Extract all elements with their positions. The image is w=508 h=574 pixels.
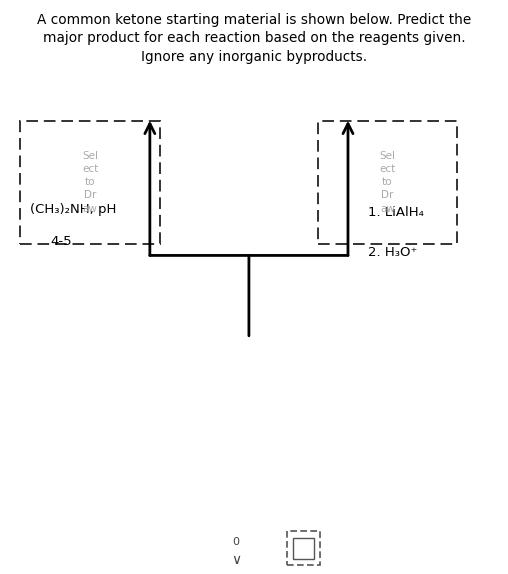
Bar — [287, 531, 320, 565]
Bar — [20, 121, 160, 244]
Text: ∨: ∨ — [231, 553, 241, 567]
Text: major product for each reaction based on the reagents given.: major product for each reaction based on… — [43, 32, 465, 45]
Text: Sel
ect
to
Dr
aw: Sel ect to Dr aw — [379, 151, 395, 214]
Text: Sel
ect
to
Dr
aw: Sel ect to Dr aw — [82, 151, 98, 214]
Text: (CH₃)₂NH, pH: (CH₃)₂NH, pH — [30, 203, 117, 216]
Bar — [293, 538, 314, 559]
Text: 1. LiAlH₄: 1. LiAlH₄ — [368, 206, 424, 219]
Text: 0: 0 — [233, 537, 240, 548]
Text: 4-5: 4-5 — [51, 235, 73, 247]
Text: Ignore any inorganic byproducts.: Ignore any inorganic byproducts. — [141, 50, 367, 64]
Text: A common ketone starting material is shown below. Predict the: A common ketone starting material is sho… — [37, 13, 471, 27]
Text: 2. H₃O⁺: 2. H₃O⁺ — [368, 246, 418, 259]
Bar — [318, 121, 457, 244]
